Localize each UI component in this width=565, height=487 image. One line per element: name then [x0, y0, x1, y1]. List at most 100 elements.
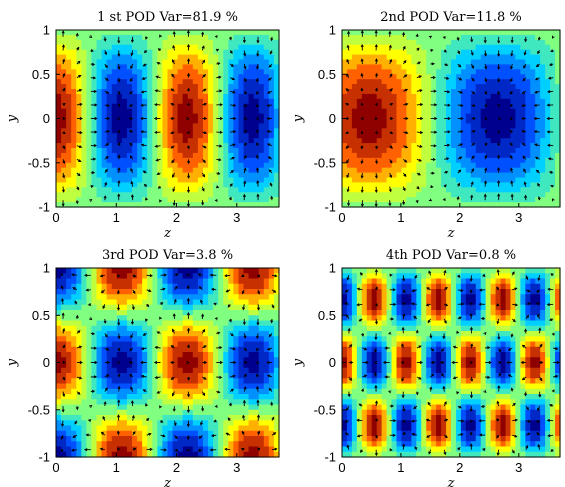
vector-arrow-head: [129, 78, 133, 82]
contour-cell: [91, 79, 98, 85]
contour-cell: [351, 74, 358, 80]
contour-cell: [106, 143, 113, 149]
contour-cell: [172, 187, 179, 193]
contour-cell: [76, 113, 82, 120]
contour-cell: [218, 108, 224, 115]
contour-cell: [106, 202, 113, 208]
contour-cell: [228, 148, 234, 154]
contour-cell: [76, 98, 82, 105]
contour-cell: [172, 383, 179, 390]
contour-cell: [248, 152, 255, 159]
contour-cell: [421, 98, 427, 105]
vector-arrow-head: [267, 77, 271, 81]
contour-cell: [137, 69, 143, 75]
contour-cell: [426, 123, 432, 129]
contour-cell: [192, 54, 199, 61]
contour-cell: [361, 123, 368, 129]
contour-cell: [91, 182, 98, 188]
contour-cell: [202, 123, 209, 129]
contour-cell: [56, 34, 62, 41]
contour-cell: [515, 143, 521, 149]
contour-cell: [132, 69, 138, 75]
contour-cell: [540, 157, 546, 164]
contour-cell: [545, 138, 551, 144]
contour-cell: [126, 310, 133, 316]
contour-cell: [446, 93, 452, 100]
contour-cell: [96, 383, 103, 390]
contour-cell: [172, 143, 179, 149]
contour-cell: [555, 172, 561, 179]
contour-cell: [61, 128, 67, 134]
contour-cell: [121, 310, 128, 316]
contour-cell: [208, 152, 214, 159]
contour-cell: [116, 268, 123, 274]
contour-cell: [238, 143, 245, 149]
contour-cell: [238, 177, 245, 184]
contour-cell: [182, 373, 189, 379]
contour-cell: [525, 202, 531, 208]
contour-cell: [465, 162, 472, 169]
contour-cell: [132, 143, 138, 149]
contour-cell: [460, 197, 467, 203]
contour-cell: [346, 128, 353, 134]
contour-cell: [66, 357, 72, 364]
vector-arrow-head: [232, 130, 237, 134]
vector-arrow-head: [255, 116, 259, 121]
contour-cell: [406, 44, 412, 51]
contour-cell: [431, 54, 437, 61]
contour-cell: [233, 54, 240, 61]
contour-cell: [177, 167, 184, 174]
contour-cell: [182, 346, 189, 353]
contour-cell: [66, 64, 72, 70]
contour-cell: [441, 177, 447, 184]
contour-cell: [71, 192, 77, 198]
contour-cell: [106, 294, 113, 301]
contour-cell: [208, 84, 214, 90]
contour-cell: [500, 93, 507, 100]
contour-cell: [76, 320, 82, 327]
contour-cell: [520, 108, 526, 115]
contour-cell: [228, 157, 234, 164]
contour-cell: [515, 44, 521, 51]
contour-cell: [157, 415, 164, 421]
contour-cell: [61, 103, 67, 110]
contour-cell: [460, 182, 467, 188]
contour-cell: [56, 436, 62, 442]
contour-cell: [71, 325, 77, 332]
contour-cell: [535, 152, 541, 159]
contour-cell: [147, 378, 153, 385]
contour-cell: [71, 69, 77, 75]
contour-cell: [61, 79, 67, 85]
contour-cell: [142, 128, 148, 134]
contour-cell: [66, 177, 72, 184]
vector-arrow-head: [78, 159, 82, 162]
contour-cell: [76, 118, 82, 125]
contour-cell: [197, 177, 204, 184]
y-tick-label: -0.5: [314, 155, 336, 170]
vector-arrow-head: [266, 130, 270, 134]
contour-cell: [76, 30, 82, 36]
contour-cell: [371, 108, 378, 115]
contour-cell: [91, 289, 98, 295]
contour-cell: [81, 278, 88, 285]
contour-cell: [137, 404, 143, 411]
contour-cell: [366, 103, 373, 110]
contour-cell: [243, 172, 250, 179]
contour-cell: [540, 197, 546, 203]
contour-cell: [116, 451, 123, 458]
vector-arrow-head: [445, 170, 449, 174]
contour-cell: [81, 383, 88, 390]
contour-cell: [475, 108, 482, 115]
contour-cell: [391, 118, 398, 125]
contour-cell: [243, 197, 250, 203]
contour-cell: [396, 34, 403, 41]
contour-cell: [96, 79, 103, 85]
contour-cell: [172, 152, 179, 159]
vector-arrow-head: [232, 143, 236, 147]
contour-cell: [137, 283, 143, 290]
contour-cell: [495, 133, 502, 139]
contour-cell: [147, 192, 153, 198]
contour-cell: [177, 118, 184, 125]
contour-cell: [545, 103, 551, 110]
contour-cell: [101, 84, 108, 90]
